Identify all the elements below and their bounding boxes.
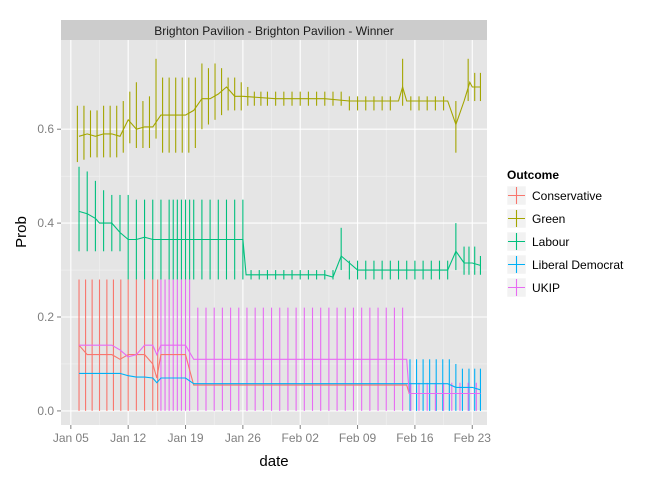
y-tick-label: 0.0 <box>37 404 54 418</box>
legend: Outcome Conservative Green Labour Liberal D… <box>506 168 624 298</box>
series-lines <box>78 80 481 395</box>
x-tick-label: Jan 26 <box>225 431 261 445</box>
x-tick-label: Feb 02 <box>282 431 320 445</box>
x-tick-label: Feb 16 <box>396 431 434 445</box>
labour-line <box>78 210 481 278</box>
conservative-line <box>78 344 481 395</box>
y-axis-ticks: 0.0 0.2 0.4 0.6 <box>37 122 61 418</box>
y-tick-label: 0.2 <box>37 310 54 324</box>
legend-label: UKIP <box>532 281 560 295</box>
ukip-line <box>79 344 481 395</box>
x-axis-title: date <box>259 453 288 470</box>
facet-strip-title: Brighton Pavilion - Brighton Pavilion - … <box>154 24 393 38</box>
y-axis-title: Prob <box>13 216 30 248</box>
x-tick-label: Jan 05 <box>53 431 89 445</box>
legend-label: Conservative <box>532 189 602 203</box>
y-tick-label: 0.4 <box>37 216 54 230</box>
legend-label: Green <box>532 212 565 226</box>
liberal-democrat-line <box>79 372 481 391</box>
facet-strip <box>61 20 487 40</box>
green-line <box>78 80 481 137</box>
legend-label: Liberal Democrat <box>532 258 624 272</box>
y-tick-label: 0.6 <box>37 122 54 136</box>
x-tick-label: Jan 19 <box>168 431 204 445</box>
legend-title: Outcome <box>507 168 559 182</box>
legend-label: Labour <box>532 235 569 249</box>
x-tick-label: Jan 12 <box>110 431 146 445</box>
x-tick-label: Feb 09 <box>339 431 377 445</box>
x-axis-ticks: Jan 05 Jan 12 Jan 19 Jan 26 Feb 02 Feb 09 Feb … <box>53 425 491 445</box>
x-tick-label: Feb 23 <box>454 431 492 445</box>
